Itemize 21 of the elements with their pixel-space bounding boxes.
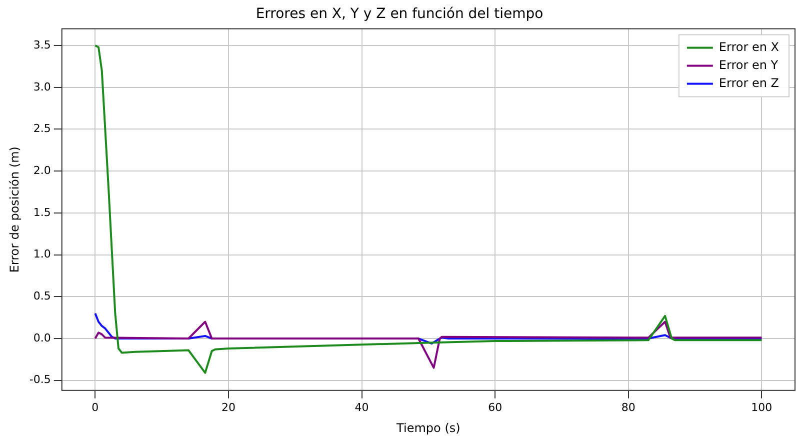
y-tick-label: 3.0 [33,80,51,94]
y-tick-label: 0.0 [33,331,51,344]
y-tick-label: 1.0 [33,248,51,261]
x-tick-label: 20 [221,400,236,414]
x-axis-title: Tiempo (s) [396,420,460,435]
legend-label: Error en X [718,40,780,54]
y-tick-label: 2.0 [33,164,51,177]
chart-title: Errores en X, Y y Z en función del tiempo [256,6,544,22]
legend-label: Error en Z [718,76,780,90]
y-tick-label: 1.5 [33,206,51,219]
y-tick-label: -0.5 [29,373,51,386]
x-tick-label: 100 [751,400,772,414]
y-tick-label: 2.5 [33,122,51,136]
y-tick-label: 3.5 [33,38,51,52]
y-tick-label: 0.5 [33,290,51,303]
y-axis-title: Error de posición (m) [7,146,22,273]
x-tick-label: 60 [488,400,502,414]
x-tick-label: 0 [92,400,99,414]
legend-label: Error en Y [718,58,779,72]
x-tick-label: 80 [621,400,636,414]
x-tick-label: 40 [354,400,369,414]
